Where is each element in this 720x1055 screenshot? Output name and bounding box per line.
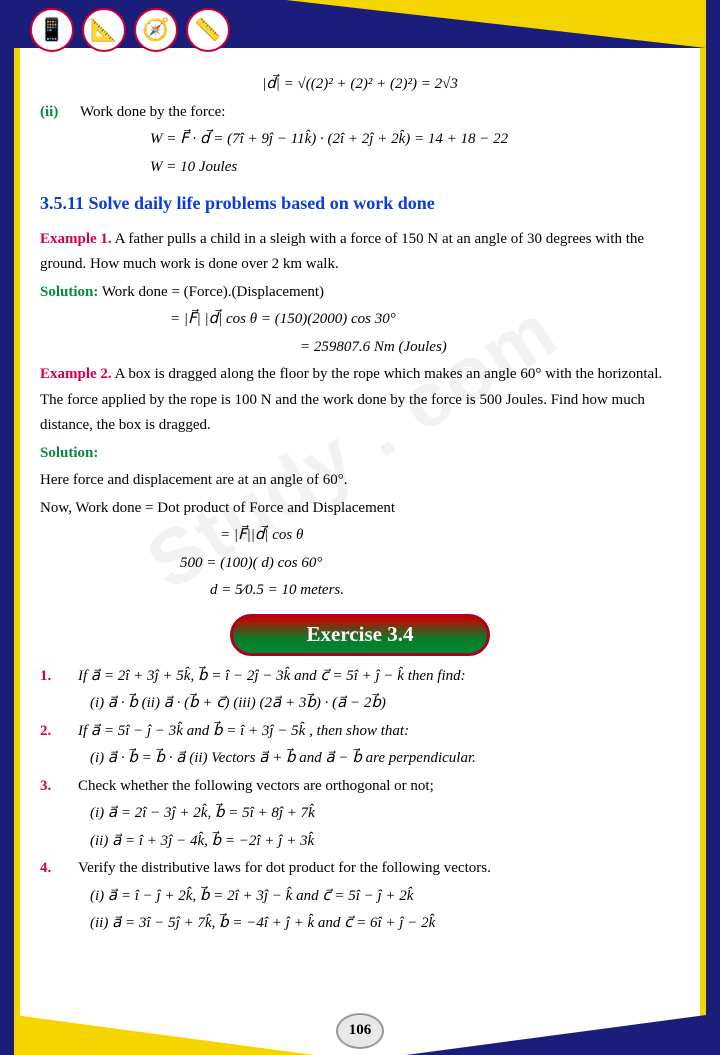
ex1-line1: = |F⃗| |d⃗| cos θ = (150)(2000) cos 30° <box>40 307 680 333</box>
footer: 106 <box>0 1005 720 1055</box>
page-number: 106 <box>336 1013 384 1049</box>
ex2-l4: 500 = (100)( d) cos 60° <box>40 551 680 577</box>
ii-text: Work done by the force: <box>80 104 225 120</box>
q1-num: 1. <box>40 664 78 690</box>
q2-num: 2. <box>40 719 78 745</box>
example1-text: A father pulls a child in a sleigh with … <box>40 231 644 273</box>
q1-text: If a⃗ = 2î + 3ĵ + 5k̂, b⃗ = î − 2ĵ − 3k̂… <box>78 668 466 684</box>
example1-label: Example 1. <box>40 231 112 247</box>
ii-label: (ii) <box>40 100 80 126</box>
ex2-l2: Now, Work done = Dot product of Force an… <box>40 496 680 522</box>
ex2-l3: = |F⃗||d⃗| cos θ <box>40 523 680 549</box>
border-left <box>0 0 14 1055</box>
page-content: |d⃗| = √((2)² + (2)² + (2)²) = 2√3 (ii)W… <box>34 70 686 995</box>
compass-icon: 🧭 <box>134 8 178 52</box>
example2-text: A box is dragged along the floor by the … <box>40 366 662 433</box>
eq-w2: W = 10 Joules <box>40 155 680 181</box>
ex2-l5: d = 5⁄0.5 = 10 meters. <box>40 578 680 604</box>
q4-num: 4. <box>40 856 78 882</box>
section-heading: 3.5.11 Solve daily life problems based o… <box>40 188 680 219</box>
exercise-heading: Exercise 3.4 <box>230 614 490 656</box>
part-ii: (ii)Work done by the force: <box>40 100 680 126</box>
calculator-icon: 📱 <box>30 8 74 52</box>
q2-parts: (i) a⃗ · b⃗ = b⃗ · a⃗ (ii) Vectors a⃗ + … <box>40 746 680 772</box>
solution2-label: Solution: <box>40 445 98 461</box>
q3: 3.Check whether the following vectors ar… <box>40 774 680 800</box>
eq-d-magnitude: |d⃗| = √((2)² + (2)² + (2)²) = 2√3 <box>40 72 680 98</box>
q4-p2: (ii) a⃗ = 3î − 5ĵ + 7k̂, b⃗ = −4î + ĵ + … <box>40 911 680 937</box>
example1: Example 1. A father pulls a child in a s… <box>40 227 680 278</box>
q2-text: If a⃗ = 5î − ĵ − 3k̂ and b⃗ = î + 3ĵ − 5… <box>78 723 409 739</box>
example1-solution: Solution: Work done = (Force).(Displacem… <box>40 280 680 306</box>
q4-text: Verify the distributive laws for dot pro… <box>78 860 491 876</box>
q3-p2: (ii) a⃗ = î + 3ĵ − 4k̂, b⃗ = −2î + ĵ + 3… <box>40 829 680 855</box>
ex2-l1: Here force and displacement are at an an… <box>40 468 680 494</box>
example2-solution: Solution: <box>40 441 680 467</box>
border-right <box>706 0 720 1055</box>
example2: Example 2. A box is dragged along the fl… <box>40 362 680 439</box>
q1-parts: (i) a⃗ · b⃗ (ii) a⃗ · (b⃗ + c⃗) (iii) (2… <box>40 691 680 717</box>
example2-label: Example 2. <box>40 366 112 382</box>
q1: 1.If a⃗ = 2î + 3ĵ + 5k̂, b⃗ = î − 2ĵ − 3… <box>40 664 680 690</box>
q4-p1: (i) a⃗ = î − ĵ + 2k̂, b⃗ = 2î + 3ĵ − k̂ … <box>40 884 680 910</box>
footer-tri-left <box>14 1015 314 1055</box>
ex1-line2: = 259807.6 Nm (Joules) <box>40 335 680 361</box>
ruler-icon: 📐 <box>82 8 126 52</box>
q3-text: Check whether the following vectors are … <box>78 778 434 794</box>
eq-w1: W = F⃗ · d⃗ = (7î + 9ĵ − 11k̂) · (2î + 2… <box>40 127 680 153</box>
q2: 2.If a⃗ = 5î − ĵ − 3k̂ and b⃗ = î + 3ĵ −… <box>40 719 680 745</box>
protractor-icon: 📏 <box>186 8 230 52</box>
header-icons: 📱 📐 🧭 📏 <box>30 8 230 52</box>
q3-p1: (i) a⃗ = 2î − 3ĵ + 2k̂, b⃗ = 5î + 8ĵ + 7… <box>40 801 680 827</box>
footer-tri-right <box>406 1015 706 1055</box>
solution1-text: Work done = (Force).(Displacement) <box>98 284 324 300</box>
q4: 4.Verify the distributive laws for dot p… <box>40 856 680 882</box>
solution1-label: Solution: <box>40 284 98 300</box>
header-triangle <box>286 0 706 48</box>
q3-num: 3. <box>40 774 78 800</box>
